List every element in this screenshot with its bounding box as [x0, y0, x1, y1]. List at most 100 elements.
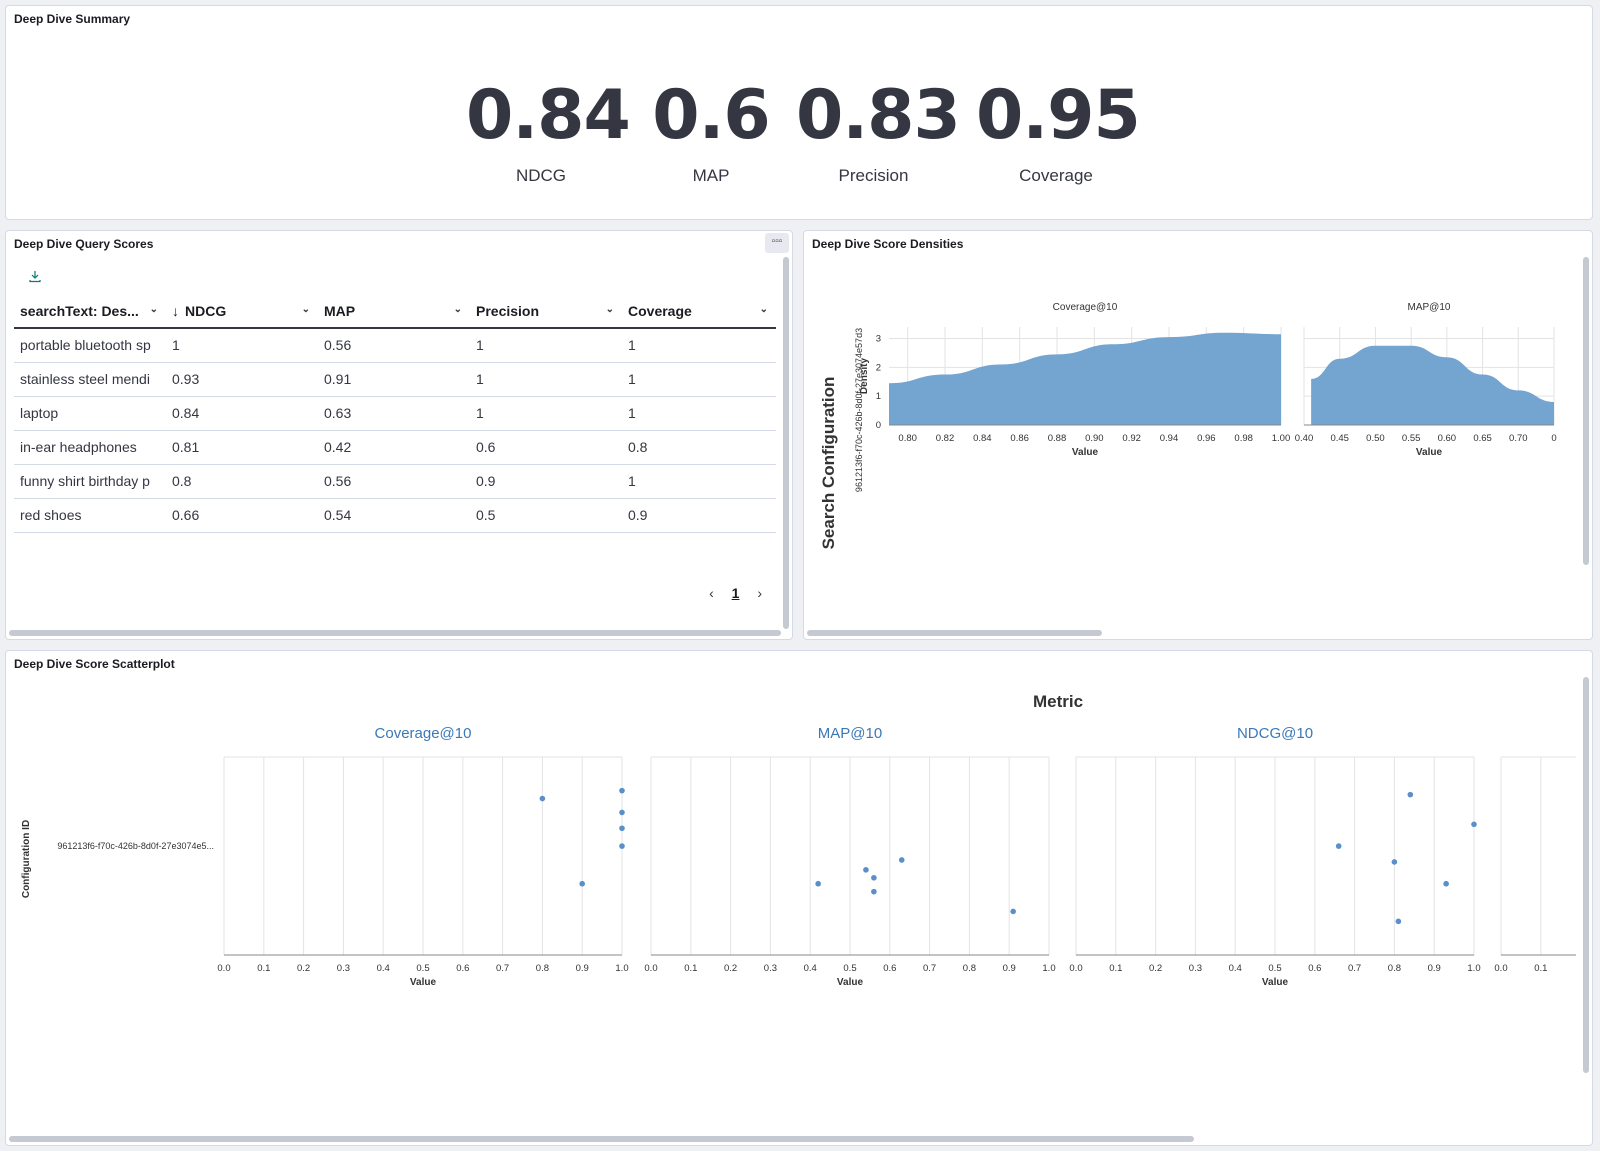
x-tick-label: 0.6	[456, 963, 469, 974]
x-tick-label: 0.6	[1308, 963, 1321, 974]
metric-ndcg: 0.84 NDCG	[466, 76, 631, 186]
x-tick-label: 0.0	[1069, 963, 1082, 974]
cell-precision[interactable]: 1	[470, 396, 622, 431]
download-icon[interactable]	[28, 269, 42, 283]
chevron-down-icon[interactable]: ⌄	[453, 304, 462, 315]
cell-ndcg[interactable]: 1	[166, 328, 318, 363]
cell-ndcg[interactable]: 0.8	[166, 464, 318, 499]
scatter-point	[1471, 821, 1477, 828]
cell-searchtext[interactable]: laptop	[14, 396, 166, 431]
horizontal-scrollbar[interactable]	[807, 630, 1102, 636]
cell-map[interactable]: 0.63	[318, 396, 470, 431]
vertical-scrollbar[interactable]	[1583, 257, 1589, 565]
cell-coverage[interactable]: 0.9	[622, 498, 776, 533]
chevron-down-icon[interactable]: ⌄	[759, 304, 768, 315]
query-scores-panel: Deep Dive Query Scores ▫▫▫ searchText: D…	[5, 230, 793, 640]
table-row: in-ear headphones 0.81 0.42 0.6 0.8	[14, 430, 776, 465]
x-tick-label: 0.0	[217, 963, 230, 974]
cell-searchtext[interactable]: in-ear headphones	[14, 430, 166, 465]
x-tick-label: 0.2	[724, 963, 737, 974]
cell-precision[interactable]: 1	[470, 362, 622, 397]
cell-searchtext[interactable]: stainless steel mendi	[14, 362, 166, 397]
cell-searchtext[interactable]: funny shirt birthday p	[14, 464, 166, 499]
cell-coverage-focused[interactable]: ⤤1	[622, 396, 776, 431]
cell-coverage[interactable]: 1	[622, 464, 776, 499]
metric-map: 0.6 MAP	[646, 76, 776, 186]
metric-label: MAP	[692, 166, 730, 185]
cell-precision[interactable]: 1	[470, 328, 622, 363]
cell-ndcg[interactable]: 0.93	[166, 362, 318, 397]
cell-map[interactable]: 0.56	[318, 328, 470, 363]
cell-ndcg[interactable]: 0.66	[166, 498, 318, 533]
scatter-point	[871, 888, 877, 895]
cell-map[interactable]: 0.54	[318, 498, 470, 533]
column-header-precision[interactable]: Precision ⌄	[470, 295, 622, 329]
x-tick-label: 0.3	[1189, 963, 1202, 974]
panel-options-button[interactable]: ▫▫▫	[765, 233, 789, 253]
column-header-ndcg[interactable]: ↓ NDCG ⌄	[166, 295, 318, 329]
cell-searchtext[interactable]: portable bluetooth sp	[14, 328, 166, 363]
x-axis-title: Value	[837, 977, 864, 988]
cell-map[interactable]: 0.42	[318, 430, 470, 465]
prev-page-button[interactable]: ‹	[709, 585, 714, 601]
density-area	[889, 332, 1281, 425]
pagination: ‹ 1 ›	[695, 585, 762, 601]
x-tick-label: 0.88	[1048, 433, 1067, 444]
cell-coverage[interactable]: 1	[622, 362, 776, 397]
vertical-scrollbar[interactable]	[783, 257, 789, 629]
metric-label: Coverage	[1019, 166, 1093, 185]
x-tick-label: 0.8	[963, 963, 976, 974]
column-label: NDCG	[185, 303, 227, 319]
x-tick-label: 0.1	[257, 963, 270, 974]
chevron-down-icon[interactable]: ⌄	[149, 304, 158, 315]
metric-value: 0.95	[976, 76, 1141, 155]
page-1-button[interactable]: 1	[731, 585, 740, 601]
scatter-point	[1010, 908, 1016, 915]
scatter-point	[815, 880, 821, 887]
cell-precision[interactable]: 0.6	[470, 430, 622, 465]
x-tick-label: 0.0	[1494, 963, 1507, 974]
horizontal-scrollbar[interactable]	[9, 1136, 1194, 1142]
x-tick-label: 0.65	[1473, 433, 1492, 444]
score-scatterplot-panel: Deep Dive Score Scatterplot Metric Config…	[5, 650, 1593, 1146]
metric-value: 0.84	[466, 76, 631, 155]
horizontal-scrollbar[interactable]	[9, 630, 781, 636]
cell-map[interactable]: 0.56	[318, 464, 470, 499]
cell-ndcg[interactable]: 0.84	[166, 396, 318, 431]
scatter-point	[619, 825, 625, 832]
cell-ndcg[interactable]: 0.81	[166, 430, 318, 465]
scatter-point	[539, 795, 546, 802]
vertical-scrollbar[interactable]	[1583, 677, 1589, 1073]
x-tick-label: 0.3	[764, 963, 777, 974]
metric-label: Precision	[838, 166, 909, 185]
metric-precision: 0.83 Precision	[796, 76, 961, 186]
table-row: stainless steel mendi 0.93 0.91 1 1	[14, 362, 776, 397]
score-densities-title: Deep Dive Score Densities	[812, 237, 964, 251]
column-header-searchtext[interactable]: searchText: Des... ⌄	[14, 295, 166, 329]
x-tick-label: 0.7	[1348, 963, 1361, 974]
facet-title: MAP@10	[818, 725, 882, 742]
chevron-down-icon[interactable]: ⌄	[301, 304, 310, 315]
cell-precision[interactable]: 0.9	[470, 464, 622, 499]
next-page-button[interactable]: ›	[757, 585, 762, 601]
x-tick-label: 0.45	[1330, 433, 1349, 444]
cell-coverage[interactable]: 0.8	[622, 430, 776, 465]
y-tick-label: 3	[876, 334, 881, 345]
cell-map[interactable]: 0.91	[318, 362, 470, 397]
chevron-down-icon[interactable]: ⌄	[605, 304, 614, 315]
x-tick-label: 0.84	[973, 433, 992, 444]
x-tick-label: 0.55	[1402, 433, 1421, 444]
column-header-map[interactable]: MAP ⌄	[318, 295, 470, 329]
cell-searchtext[interactable]: red shoes	[14, 498, 166, 533]
y-category-label: 961213f6-f70c-426b-8d0f-27e3074e5...	[57, 841, 214, 851]
column-header-coverage[interactable]: Coverage ⌄	[622, 295, 776, 329]
cell-coverage[interactable]: 1	[622, 328, 776, 363]
x-tick-label: 0.98	[1234, 433, 1253, 444]
x-axis-title: Value	[1072, 447, 1099, 458]
column-label: Coverage	[628, 303, 692, 319]
cell-precision[interactable]: 0.5	[470, 498, 622, 533]
x-tick-label: 0.5	[1268, 963, 1281, 974]
x-tick-label: 0.5	[416, 963, 429, 974]
metric-value: 0.6	[652, 76, 770, 155]
x-tick-label: 0.8	[1388, 963, 1401, 974]
